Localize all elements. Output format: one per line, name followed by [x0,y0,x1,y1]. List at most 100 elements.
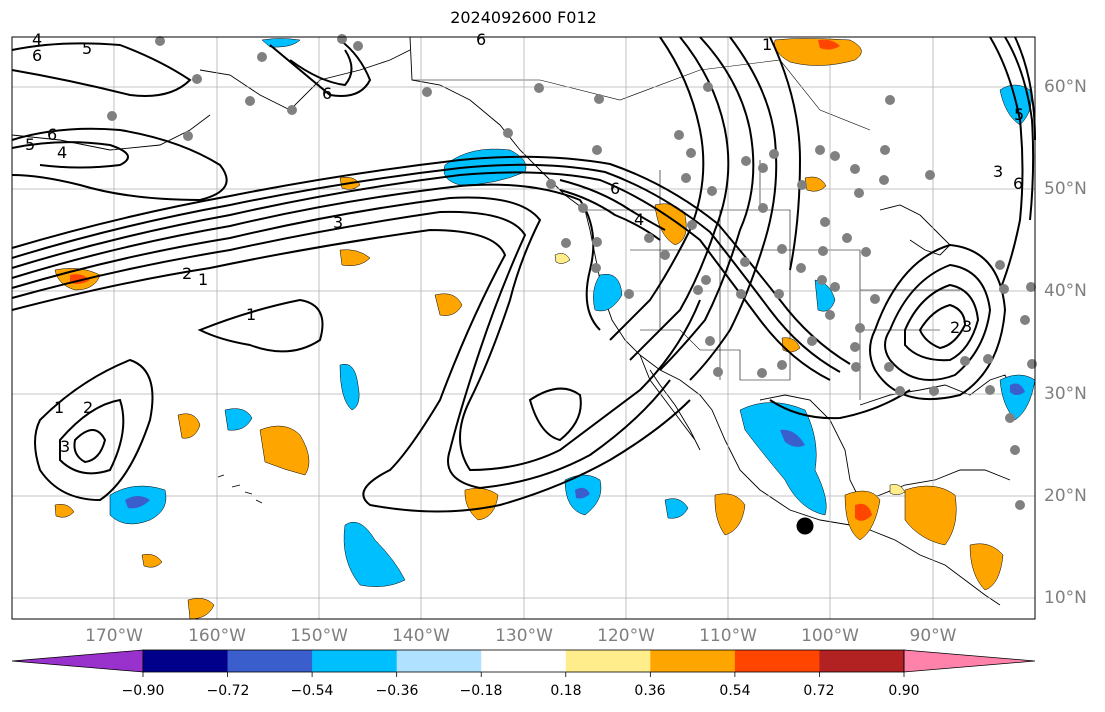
contour-label: 6 [476,30,486,49]
station-dot [674,130,684,140]
station-dot [870,294,880,304]
station-dot [850,164,860,174]
lon-label: 170°W [85,626,143,646]
station-dot [561,238,571,248]
station-dot [534,83,544,93]
anomaly-positive-core [818,39,840,50]
colorbar-tick-label: −0.18 [459,683,503,699]
station-dot [693,285,703,295]
station-dot [758,163,768,173]
lon-label: 120°W [597,626,655,646]
anomaly-positive [434,293,463,316]
anomaly-negative [339,363,360,411]
lon-label: 130°W [495,626,553,646]
anomaly-positive [464,488,499,521]
station-dot [687,220,697,230]
station-dot [705,336,715,346]
colorbar-segment [734,650,820,672]
station-dot [854,188,864,198]
lat-label: 30°N [1044,384,1087,404]
map-frame [12,37,1035,619]
station-dot [817,275,827,285]
station-dot [644,233,654,243]
station-dot [879,175,889,185]
station-dot [740,257,750,267]
map-border [11,36,1036,620]
station-dot [885,95,895,105]
lon-label: 110°W [699,626,757,646]
lat-label: 20°N [1044,486,1087,506]
lon-label: 100°W [801,626,859,646]
station-dot [842,233,852,243]
anomaly-negative [664,498,689,519]
contour-label: 6 [610,179,620,198]
anomaly-negative-core [575,487,590,499]
station-dot [999,284,1009,294]
station-dot [796,263,806,273]
anomaly-positive [141,554,163,568]
station-dot [807,336,817,346]
contour-label: 1 [54,398,64,417]
contour-label: 6 [32,46,42,65]
anomaly-positive [904,485,957,546]
colorbar-segment [143,650,229,672]
anomaly-positive [969,543,1004,591]
contour-label: 2 [83,398,93,417]
colorbar-segment [312,650,398,672]
station-dot [245,96,255,106]
location-marker[interactable] [796,517,814,535]
contour-label: 6 [322,84,332,103]
colorbar-segment [396,650,482,672]
lat-label: 40°N [1044,281,1087,301]
gridlines [12,37,1035,619]
station-dot [995,260,1005,270]
station-dot [1026,282,1036,292]
colorbar [11,649,1036,677]
station-dot [983,354,993,364]
station-dot [895,386,905,396]
station-dot [929,386,939,396]
station-dot [422,87,432,97]
colorbar-segment [227,650,313,672]
station-dot [769,149,779,159]
station-dot [624,289,634,299]
anomaly-positive [259,425,310,476]
anomaly-negative [739,402,827,516]
colorbar-tick-label: 0.18 [550,683,582,699]
station-dot [777,360,787,370]
station-dot [594,94,604,104]
station-dot [830,282,840,292]
station-dot [353,41,363,51]
anomaly-positive [714,493,746,536]
colorbar-border [142,649,905,673]
lon-label: 90°W [909,626,957,646]
colorbar-segment [819,650,905,672]
map-title: 2024092600 F012 [450,8,597,27]
station-dot [757,368,767,378]
anomaly-positive-light [889,484,906,495]
station-dot [774,289,784,299]
station-dot [855,323,865,333]
contour-label: 4 [32,30,42,49]
station-dot [818,246,828,256]
anomaly-negative-core [780,429,805,447]
anomaly-negative [343,521,406,587]
station-dot [592,237,602,247]
station-dot [107,111,117,121]
station-dot [592,145,602,155]
anomaly-positive-light [554,253,571,264]
anomaly-positive [339,249,371,266]
station-dot [1010,445,1020,455]
anomaly-negative-core [125,496,150,509]
station-dot [578,203,588,213]
contour-label: 3 [962,317,972,336]
contour-label: 2 [950,318,960,337]
station-dot [681,173,691,183]
station-dot [701,275,711,285]
colorbar-tick-label: −0.90 [121,683,165,699]
lat-label: 60°N [1044,77,1087,97]
station-dot [758,203,768,213]
station-dot [861,247,871,257]
station-dot [850,342,860,352]
